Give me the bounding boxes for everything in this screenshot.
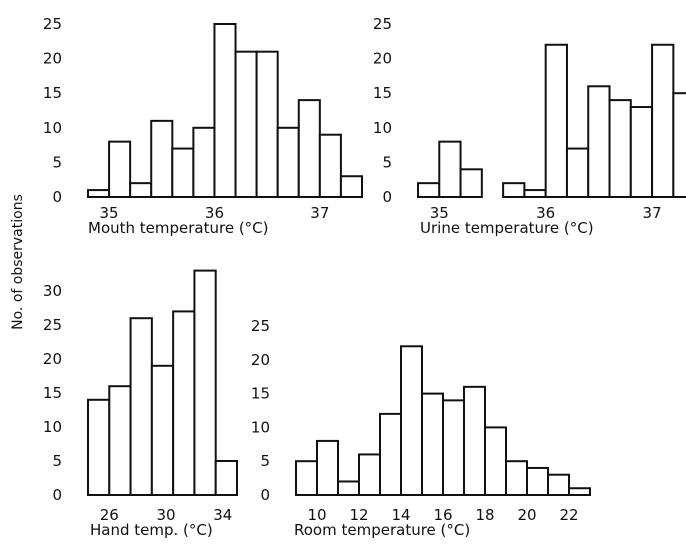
hand-y-tick-label: 0 <box>52 486 62 504</box>
urine-y-tick-label: 10 <box>373 119 392 137</box>
urine-bar-9 <box>629 106 654 198</box>
mouth-x-tick-label: 37 <box>310 204 329 222</box>
hand-bar-0 <box>87 398 111 496</box>
urine-y-tick-label: 0 <box>382 188 392 206</box>
mouth-y-tick-label: 25 <box>43 15 62 33</box>
panel-room-temperature: 0 5 10 15 20 25 10 12 14 16 18 20 22 Room temperature… <box>251 317 591 539</box>
hand-x-tick-label: 26 <box>100 506 119 524</box>
room-bar-2 <box>337 480 360 497</box>
urine-bar-11 <box>672 92 686 198</box>
urine-bar-6 <box>565 147 590 198</box>
room-y-tick-label: 5 <box>260 452 270 470</box>
hand-bar-5 <box>193 269 217 496</box>
room-bar-9 <box>484 426 507 496</box>
urine-bar-3 <box>502 182 526 199</box>
mouth-bar-5 <box>192 126 216 198</box>
shared-y-axis-label: No. of observations <box>10 194 26 330</box>
room-y-tick-label: 15 <box>251 385 270 403</box>
room-bar-12 <box>547 473 570 497</box>
hand-y-tick-label: 5 <box>52 452 62 470</box>
urine-bar-4 <box>523 189 547 199</box>
panel-urine-temperature: 0 5 10 15 20 25 35 36 37 Urine temperature (°C) <box>373 15 686 237</box>
mouth-bar-1 <box>108 140 132 198</box>
room-bar-7 <box>442 399 465 496</box>
hand-bar-6 <box>214 460 238 496</box>
room-y-tick-label: 10 <box>251 418 270 436</box>
mouth-x-axis-label: Mouth temperature (°C) <box>88 219 269 237</box>
mouth-bar-0 <box>87 189 111 199</box>
urine-bar-8 <box>608 99 632 198</box>
mouth-bar-12 <box>339 175 363 199</box>
mouth-x-tick-label: 35 <box>100 204 119 222</box>
urine-x-tick-label: 36 <box>536 204 555 222</box>
room-x-axis-label: Room temperature (°C) <box>294 521 470 539</box>
room-bar-5 <box>400 345 423 496</box>
mouth-bar-10 <box>297 99 321 198</box>
hand-bar-4 <box>172 310 196 496</box>
hand-y-tick-label: 10 <box>43 418 62 436</box>
hand-y-tick-label: 15 <box>43 384 62 402</box>
room-bar-8 <box>463 385 486 496</box>
room-x-tick-label: 16 <box>433 506 452 524</box>
panel-mouth-temperature: 0 5 10 15 20 25 35 36 37 Mouth temperature (°C) <box>43 15 363 237</box>
mouth-bar-3 <box>150 119 174 198</box>
mouth-bar-7 <box>234 50 258 199</box>
mouth-bar-8 <box>255 50 279 199</box>
urine-bar-1 <box>438 140 462 198</box>
mouth-bar-2 <box>129 182 153 199</box>
room-x-tick-label: 14 <box>391 506 410 524</box>
room-bar-0 <box>295 460 318 497</box>
room-bar-1 <box>316 439 339 497</box>
hand-x-tick-label: 30 <box>157 506 176 524</box>
urine-y-tick-label: 15 <box>373 84 392 102</box>
room-x-tick-label: 10 <box>307 506 326 524</box>
mouth-bar-11 <box>318 133 342 198</box>
room-bar-13 <box>568 487 591 496</box>
room-x-tick-label: 12 <box>349 506 368 524</box>
hand-x-axis-label: Hand temp. (°C) <box>90 521 213 539</box>
mouth-bar-9 <box>276 126 300 198</box>
urine-x-axis-label: Urine temperature (°C) <box>420 219 594 237</box>
hand-y-tick-label: 20 <box>43 350 62 368</box>
hand-y-tick-label: 25 <box>43 316 62 334</box>
hand-y-tick-label: 30 <box>43 282 62 300</box>
hand-bar-1 <box>108 385 132 497</box>
mouth-y-tick-label: 10 <box>43 119 62 137</box>
room-y-tick-label: 0 <box>260 486 270 504</box>
room-bar-6 <box>421 392 444 497</box>
urine-y-tick-label: 25 <box>373 15 392 33</box>
urine-bar-7 <box>587 85 611 198</box>
room-bar-4 <box>379 412 402 497</box>
urine-y-tick-label: 20 <box>373 50 392 68</box>
mouth-bar-4 <box>171 147 195 198</box>
urine-bar-0 <box>417 182 441 199</box>
mouth-y-tick-label: 5 <box>52 153 62 171</box>
hand-bar-2 <box>129 317 153 497</box>
urine-x-tick-label: 35 <box>430 204 449 222</box>
mouth-y-tick-label: 15 <box>43 84 62 102</box>
room-y-tick-label: 20 <box>251 351 270 369</box>
urine-x-tick-label: 37 <box>643 204 662 222</box>
room-x-tick-label: 22 <box>559 506 578 524</box>
room-bar-10 <box>505 460 528 497</box>
mouth-y-tick-label: 0 <box>52 188 62 206</box>
urine-y-tick-label: 5 <box>382 153 392 171</box>
room-bar-3 <box>358 453 381 497</box>
hand-x-tick-label: 34 <box>213 506 232 524</box>
mouth-y-tick-label: 20 <box>43 50 62 68</box>
urine-bar-5 <box>544 43 568 199</box>
room-bar-11 <box>526 466 549 496</box>
urine-bar-10 <box>651 43 675 199</box>
mouth-bar-6 <box>213 23 237 198</box>
urine-bar-2 <box>459 168 483 199</box>
room-y-tick-label: 25 <box>251 317 270 335</box>
room-x-tick-label: 20 <box>517 506 536 524</box>
hand-bar-3 <box>150 364 175 496</box>
room-x-tick-label: 18 <box>475 506 494 524</box>
mouth-x-tick-label: 36 <box>205 204 224 222</box>
